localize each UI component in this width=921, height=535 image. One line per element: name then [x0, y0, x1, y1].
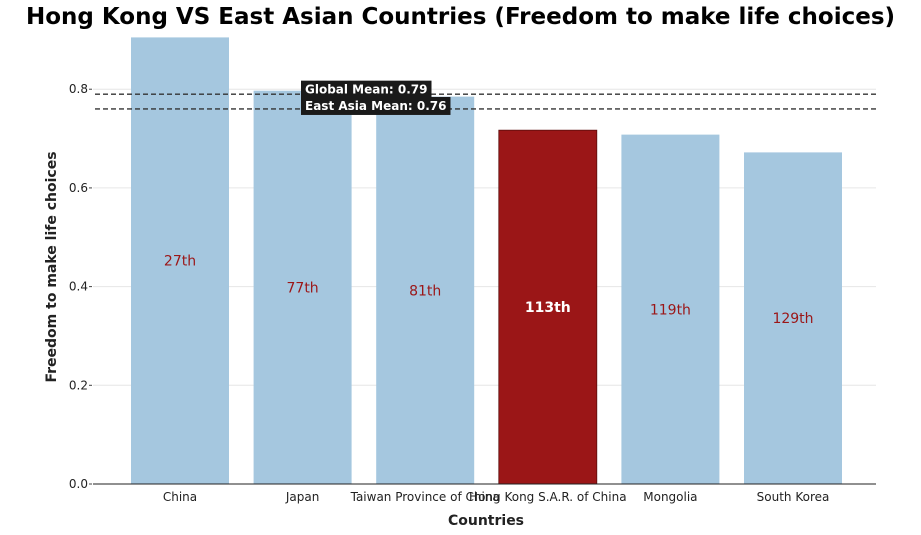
mean-label-box — [301, 80, 432, 99]
rank-label: 113th — [525, 300, 571, 316]
bar-hong-kong-s-a-r-of-china — [498, 129, 598, 485]
x-tick-label: Taiwan Province of China — [350, 490, 500, 504]
bar-japan — [253, 90, 352, 485]
mean-label-box — [301, 96, 451, 115]
y-tick-label: 0.6 — [69, 181, 88, 195]
rank-labels: 27th 77th 81th 113th 119th 129th — [164, 254, 814, 327]
x-axis-title: Countries — [448, 513, 524, 529]
chart-title: Hong Kong VS East Asian Countries (Freed… — [25, 4, 896, 30]
x-tick-label: Japan — [285, 490, 319, 504]
mean-label: East Asia Mean: 0.76 — [305, 99, 446, 113]
x-tick-label: Mongolia — [643, 490, 697, 504]
bar-mongolia — [621, 134, 720, 485]
mean-label: Global Mean: 0.79 — [305, 83, 428, 97]
y-axis-title: Freedom to make life choices — [44, 151, 60, 382]
y-tick-label: 0.0 — [69, 477, 88, 491]
rank-label: 77th — [287, 280, 319, 296]
y-tick-label: 0.8 — [69, 82, 88, 96]
y-tick-label: 0.2 — [69, 378, 88, 392]
bar-taiwan-province-of-china — [376, 96, 475, 484]
rank-label: 27th — [164, 254, 196, 270]
x-tick-label: South Korea — [757, 490, 830, 504]
bar-south-korea — [744, 152, 842, 484]
x-tick-label: China — [163, 490, 197, 504]
bars — [131, 37, 842, 485]
rank-label: 119th — [650, 302, 691, 318]
x-tick-label: Hong Kong S.A.R. of China — [469, 490, 627, 504]
bar-china — [131, 37, 229, 485]
mean-lines: Global Mean: 0.79 East Asia Mean: 0.76 — [95, 80, 876, 115]
rank-label: 129th — [772, 311, 813, 327]
axes: 0.0 0.2 0.4 0.6 0.8 China Japan Taiwan Province… — [69, 82, 876, 504]
rank-label: 81th — [409, 283, 441, 299]
y-tick-label: 0.4 — [69, 280, 88, 294]
